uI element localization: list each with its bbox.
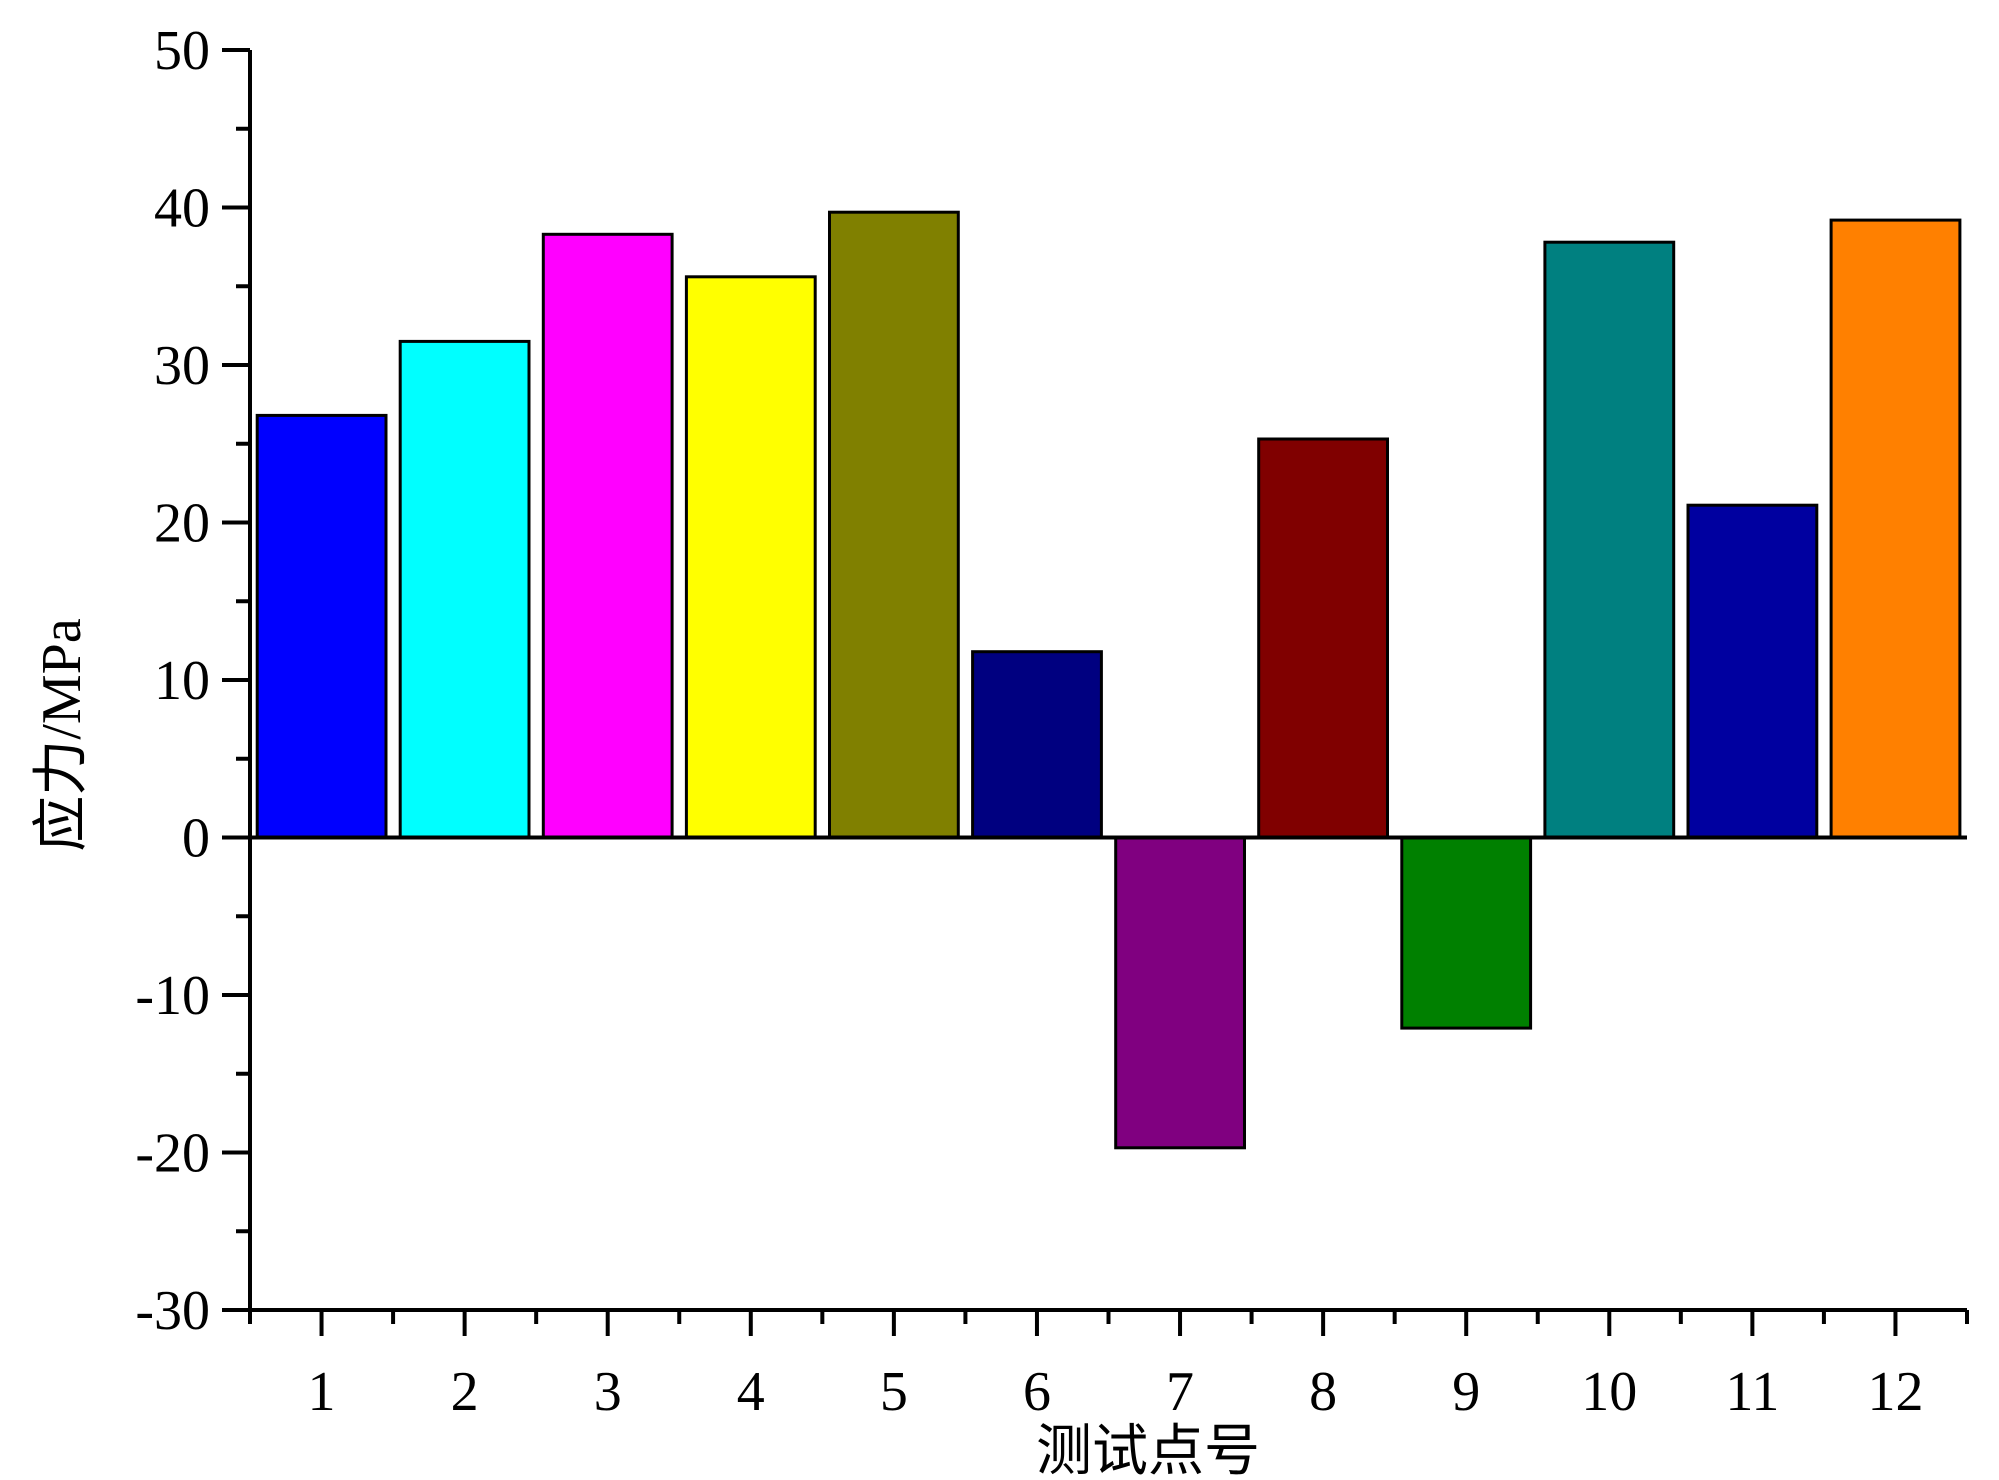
bar-12 [1829, 218, 1962, 840]
y-tick-label: 30 [154, 335, 210, 397]
bar-9 [1400, 836, 1533, 1030]
x-tick-label: 8 [1309, 1361, 1337, 1423]
bar-5 [828, 210, 960, 839]
bar-2 [398, 339, 531, 839]
bars-group [255, 210, 1962, 1150]
bar-8 [1257, 437, 1389, 839]
bar-10 [1543, 240, 1676, 839]
bar-3 [541, 232, 674, 840]
x-tick-label: 3 [594, 1361, 622, 1423]
x-tick-label: 7 [1166, 1361, 1194, 1423]
x-axis-title: 测试点号 [1036, 1421, 1260, 1480]
bar-6 [971, 650, 1103, 840]
x-tick-label: 1 [308, 1361, 336, 1423]
bar-1 [255, 413, 388, 839]
x-tick-label: 2 [451, 1361, 479, 1423]
x-tick-label: 4 [737, 1361, 765, 1423]
y-axis-title: 应力/MPa [31, 618, 93, 851]
y-tick-label: -20 [135, 1123, 210, 1185]
y-tick-label: 0 [182, 808, 210, 870]
x-tick-label: 11 [1725, 1361, 1779, 1423]
bar-11 [1686, 503, 1819, 839]
bar-7 [1114, 836, 1246, 1150]
y-tick-label: -30 [135, 1280, 210, 1342]
x-tick-label: 12 [1867, 1361, 1923, 1423]
x-tick-label: 6 [1023, 1361, 1051, 1423]
y-tick-label: 40 [154, 178, 210, 240]
y-tick-label: -10 [135, 965, 210, 1027]
y-tick-label: 10 [154, 650, 210, 712]
x-tick-label: 9 [1452, 1361, 1480, 1423]
x-tick-label: 5 [880, 1361, 908, 1423]
bar-4 [684, 275, 817, 839]
x-tick-label: 10 [1581, 1361, 1637, 1423]
y-tick-label: 20 [154, 493, 210, 555]
y-tick-label: 50 [154, 20, 210, 82]
